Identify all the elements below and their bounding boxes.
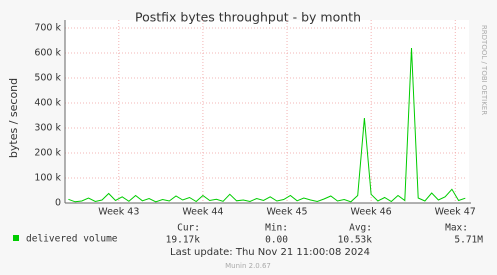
stat-value: 0.00 [265,235,288,246]
y-tick-label: 200 k [34,148,61,159]
y-tick-label: 600 k [34,48,61,59]
y-axis-label: bytes / second [7,78,20,158]
x-tick-label: Week 44 [182,207,223,218]
y-tick-label: 100 k [34,173,61,184]
stat-value: 5.71M [454,235,483,246]
legend-label: delivered volume [26,234,118,245]
x-tick-label: Week 45 [266,207,307,218]
x-tick-label: Week 46 [351,207,392,218]
stat-value: 19.17k [166,235,201,246]
footer: Munin 2.0.67 [225,262,271,270]
y-tick-label: 400 k [34,98,61,109]
stat-header: Cur: [177,223,200,234]
stat-header: Max: [445,223,468,234]
chart-title: Postfix bytes throughput - by month [135,10,361,25]
series-line [68,47,466,203]
legend-swatch [13,235,19,241]
stat-value: 10.53k [338,235,373,246]
y-tick-label: 0 [55,198,61,209]
y-tick-label: 300 k [34,123,61,134]
side-note: RRDTOOL / TOBI OETIKER [480,25,488,115]
stat-header: Avg: [349,223,372,234]
plot-area [65,20,469,203]
x-tick-label: Week 43 [98,207,139,218]
last-update: Last update: Thu Nov 21 11:00:08 2024 [170,247,370,258]
y-tick-label: 500 k [34,73,61,84]
x-tick-label: Week 47 [435,207,476,218]
stat-header: Min: [265,223,288,234]
y-tick-label: 700 k [34,23,61,34]
